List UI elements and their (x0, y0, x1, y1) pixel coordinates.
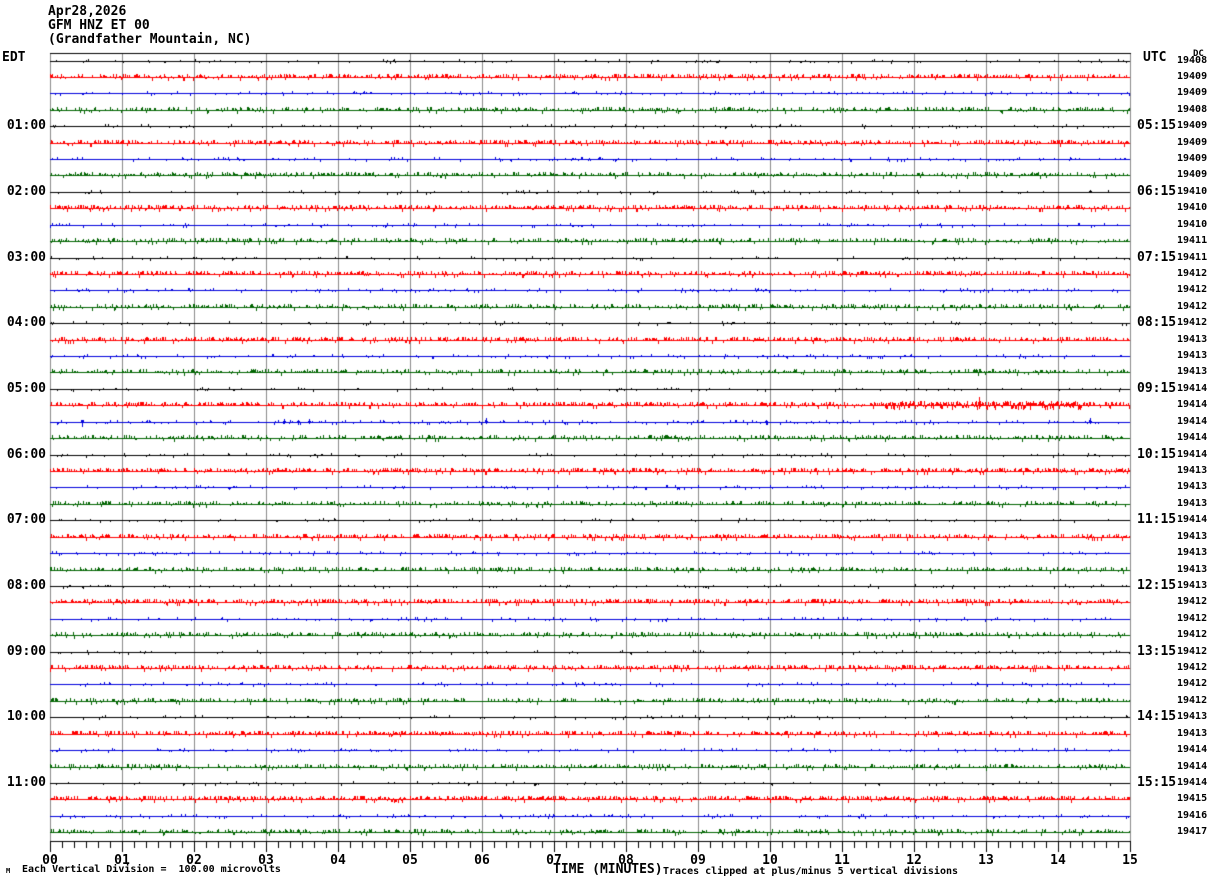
dc-value: 19410 (1177, 219, 1208, 230)
x-axis-tick-label: 02 (186, 853, 202, 868)
utc-hour-label: 11:15 (1137, 512, 1177, 527)
x-axis-tick-label: 00 (42, 853, 58, 868)
dc-value: 19408 (1177, 55, 1208, 66)
dc-value: 19414 (1177, 416, 1208, 427)
utc-hour-label: 13:15 (1137, 644, 1177, 659)
dc-value: 19412 (1177, 596, 1208, 607)
dc-value: 19414 (1177, 761, 1208, 772)
dc-value: 19417 (1177, 826, 1208, 837)
dc-value: 19413 (1177, 711, 1208, 722)
utc-hour-label: 12:15 (1137, 578, 1177, 593)
dc-value: 19413 (1177, 531, 1208, 542)
dc-value: 19413 (1177, 465, 1208, 476)
edt-hour-label: 01:00 (6, 118, 46, 133)
dc-value: 19412 (1177, 613, 1208, 624)
dc-value: 19413 (1177, 580, 1208, 591)
dc-value: 19412 (1177, 662, 1208, 673)
dc-value: 19412 (1177, 268, 1208, 279)
dc-value: 19412 (1177, 284, 1208, 295)
dc-value: 19414 (1177, 432, 1208, 443)
edt-hour-label: 07:00 (6, 512, 46, 527)
utc-hour-label: 08:15 (1137, 315, 1177, 330)
dc-value: 19413 (1177, 350, 1208, 361)
x-axis-tick-label: 05 (402, 853, 418, 868)
dc-value: 19409 (1177, 169, 1208, 180)
x-axis-tick-label: 01 (114, 853, 130, 868)
dc-value: 19410 (1177, 186, 1208, 197)
dc-value: 19411 (1177, 252, 1208, 263)
edt-hour-label: 04:00 (6, 315, 46, 330)
dc-value: 19409 (1177, 120, 1208, 131)
utc-hour-label: 14:15 (1137, 709, 1177, 724)
dc-value: 19412 (1177, 317, 1208, 328)
x-axis-tick-label: 06 (474, 853, 490, 868)
edt-hour-label: 02:00 (6, 184, 46, 199)
x-axis-tick-label: 08 (618, 853, 634, 868)
dc-value: 19414 (1177, 777, 1208, 788)
edt-hour-label: 08:00 (6, 578, 46, 593)
scale-note: Each Vertical Division = 100.00 microvol… (22, 864, 281, 875)
dc-value: 19409 (1177, 137, 1208, 148)
dc-value: 19412 (1177, 301, 1208, 312)
edt-hour-label: 09:00 (6, 644, 46, 659)
utc-hour-label: 10:15 (1137, 447, 1177, 462)
utc-hour-label: 09:15 (1137, 381, 1177, 396)
dc-value: 19413 (1177, 481, 1208, 492)
dc-value: 19416 (1177, 810, 1208, 821)
x-axis-title: TIME (MINUTES) (553, 862, 663, 877)
edt-hour-label: 05:00 (6, 381, 46, 396)
corner-glyph: M (6, 867, 11, 875)
x-axis-tick-label: 04 (330, 853, 346, 868)
left-timezone-header: EDT (2, 50, 26, 65)
dc-value: 19413 (1177, 334, 1208, 345)
dc-value: 19408 (1177, 104, 1208, 115)
dc-value: 19409 (1177, 71, 1208, 82)
clip-note: Traces clipped at plus/minus 5 vertical … (663, 866, 959, 877)
dc-value: 19413 (1177, 564, 1208, 575)
dc-value: 19414 (1177, 383, 1208, 394)
dc-value: 19411 (1177, 235, 1208, 246)
dc-value: 19414 (1177, 449, 1208, 460)
dc-value: 19413 (1177, 366, 1208, 377)
edt-hour-label: 10:00 (6, 709, 46, 724)
x-axis-tick-label: 07 (546, 853, 562, 868)
x-axis-tick-label: 11 (834, 853, 850, 868)
dc-value: 19414 (1177, 744, 1208, 755)
dc-value: 19414 (1177, 514, 1208, 525)
plot-date: Apr28,2026 (48, 4, 127, 19)
dc-value: 19412 (1177, 646, 1208, 657)
dc-value: 19414 (1177, 399, 1208, 410)
utc-hour-label: 07:15 (1137, 250, 1177, 265)
dc-value: 19413 (1177, 498, 1208, 509)
x-axis-tick-label: 10 (762, 853, 778, 868)
dc-value: 19413 (1177, 728, 1208, 739)
edt-hour-label: 11:00 (6, 775, 46, 790)
station-id: GFM HNZ ET 00 (48, 18, 150, 33)
dc-value: 19412 (1177, 695, 1208, 706)
edt-hour-label: 03:00 (6, 250, 46, 265)
dc-value: 19410 (1177, 202, 1208, 213)
right-timezone-header: UTC (1143, 50, 1167, 65)
x-axis-tick-label: 03 (258, 853, 274, 868)
dc-column-header: DC (1193, 49, 1204, 59)
utc-hour-label: 06:15 (1137, 184, 1177, 199)
utc-hour-label: 05:15 (1137, 118, 1177, 133)
dc-value: 19415 (1177, 793, 1208, 804)
x-axis-tick-label: 14 (1050, 853, 1066, 868)
dc-value: 19409 (1177, 87, 1208, 98)
station-location: (Grandfather Mountain, NC) (48, 32, 252, 47)
dc-value: 19413 (1177, 547, 1208, 558)
dc-value: 19409 (1177, 153, 1208, 164)
x-axis-tick-label: 13 (978, 853, 994, 868)
edt-hour-label: 06:00 (6, 447, 46, 462)
x-axis-tick-label: 09 (690, 853, 706, 868)
dc-value: 19412 (1177, 678, 1208, 689)
x-axis-tick-label: 12 (906, 853, 922, 868)
x-axis-tick-label: 15 (1122, 853, 1138, 868)
dc-value: 19412 (1177, 629, 1208, 640)
utc-hour-label: 15:15 (1137, 775, 1177, 790)
